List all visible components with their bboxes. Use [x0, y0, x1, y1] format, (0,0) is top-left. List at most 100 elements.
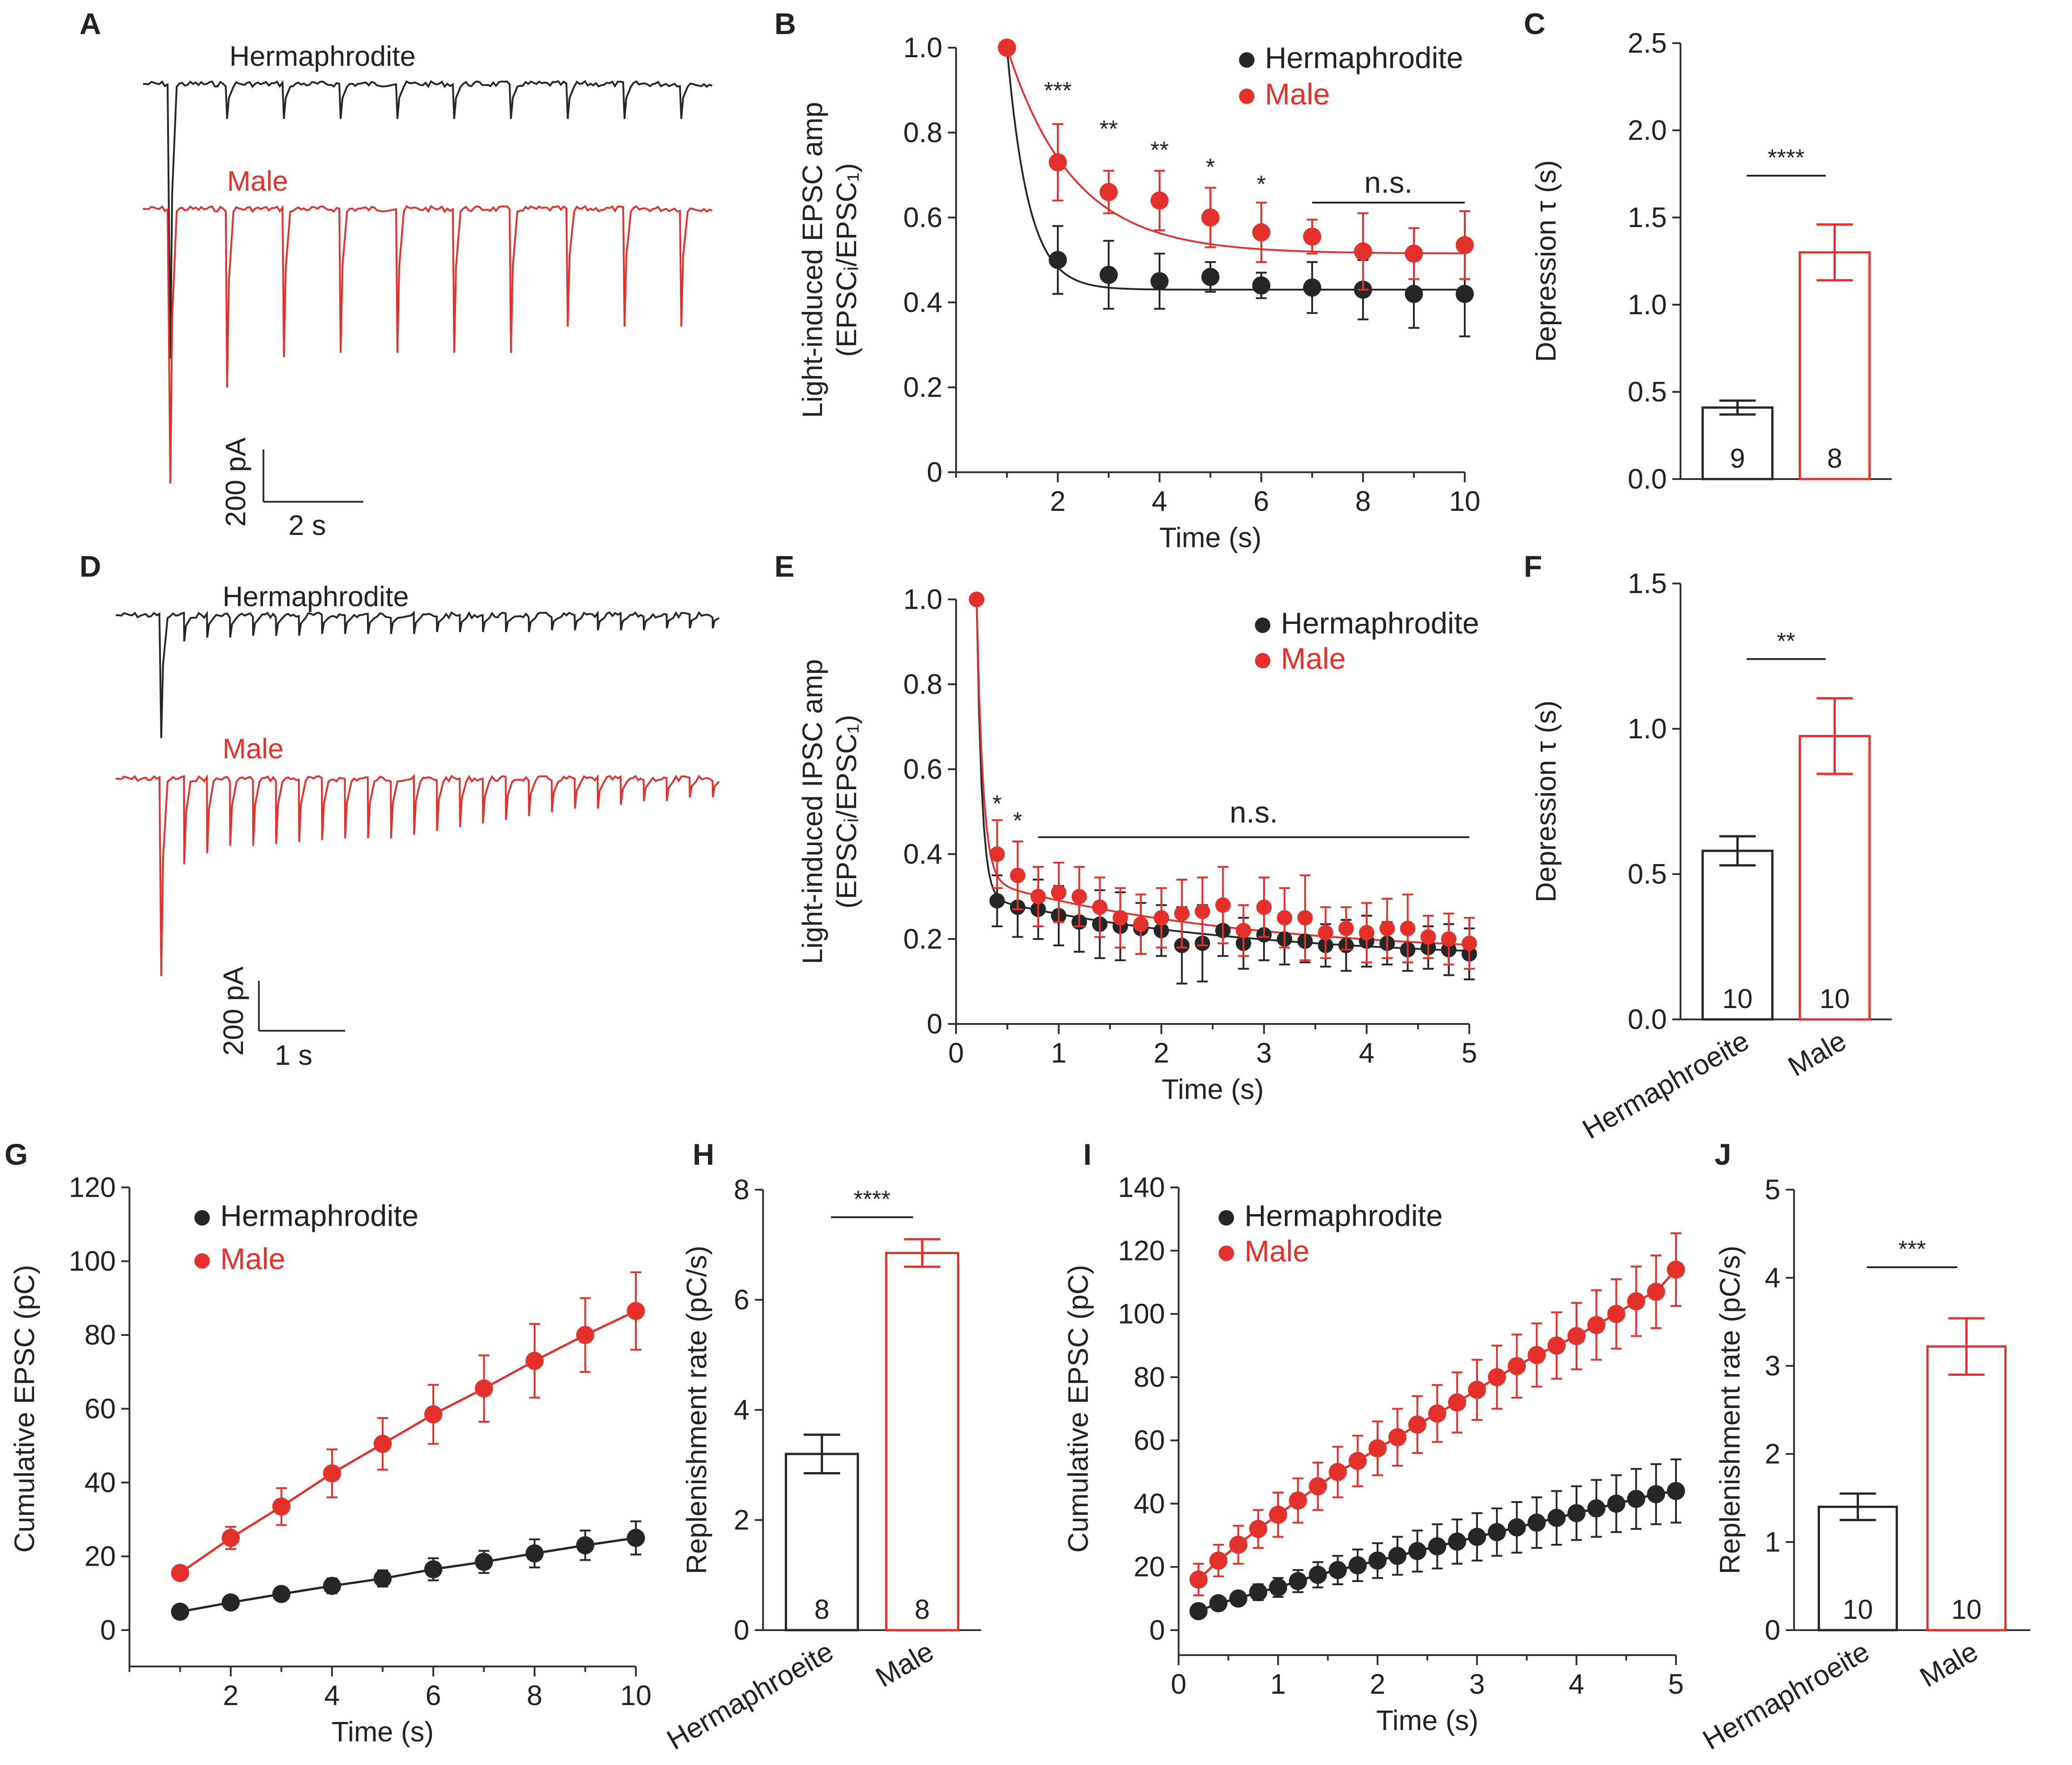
- panel-letter-e: E: [774, 549, 794, 583]
- data-point: [1309, 1566, 1327, 1584]
- data-point: [1428, 1537, 1447, 1556]
- data-point: [1388, 1428, 1407, 1447]
- y-tick-label: 6: [734, 1285, 749, 1316]
- panel-letter-c: C: [1524, 7, 1546, 40]
- x-axis-title: Time (s): [332, 1716, 434, 1748]
- data-point: [1627, 1489, 1646, 1508]
- chart-h: 0 2 4 6 8 Replenishment rate (pC/s) 8 Hermaphro…: [662, 1174, 981, 1756]
- fit-curve-herm: [1006, 47, 1465, 291]
- data-point: [1328, 1463, 1347, 1481]
- y-tick-label: 0.5: [1628, 376, 1667, 408]
- x-tick-label: 3: [1256, 1038, 1272, 1069]
- data-point: [1368, 1439, 1387, 1458]
- data-point: [1627, 1292, 1646, 1310]
- y-tick-label: 0.4: [903, 287, 942, 318]
- data-point: [1150, 272, 1169, 291]
- data-point: [1379, 920, 1395, 936]
- scalebar-d-y-label: 200 pA: [218, 966, 249, 1056]
- data-point: [272, 1497, 291, 1516]
- y-tick-label: 100: [1118, 1299, 1165, 1330]
- legend-marker-herm: [1219, 1210, 1234, 1226]
- significance-marker: ***: [1044, 78, 1072, 104]
- x-tick-label: 2: [1370, 1669, 1385, 1700]
- data-point: [1195, 904, 1210, 920]
- panel-letter-h: H: [693, 1137, 714, 1171]
- y-tick-label: 100: [69, 1246, 116, 1277]
- chart-f: 0.0 0.5 1.0 1.5 Depression τ (s) 10 Hermaphroe…: [1531, 568, 1892, 1145]
- data-point: [1289, 1491, 1307, 1510]
- y-tick-label: 0.0: [1628, 464, 1667, 495]
- trace-label-a-herm: Hermaphrodite: [229, 41, 416, 72]
- x-tick-label: 2: [1050, 486, 1066, 517]
- data-point: [1269, 1505, 1287, 1524]
- bar-group-herm: 9: [1701, 399, 1774, 480]
- data-point: [1441, 931, 1457, 947]
- bar-group-male: 10 Male: [1783, 697, 1871, 1083]
- bar: [1799, 735, 1871, 1021]
- data-point: [1201, 208, 1219, 227]
- significance-marker: *: [1206, 154, 1215, 181]
- trace-label-d-herm: Hermaphrodite: [223, 581, 409, 613]
- sample-size-label: 8: [915, 1594, 930, 1625]
- data-point: [989, 846, 1005, 862]
- x-tick-label: 4: [1359, 1038, 1374, 1069]
- y-tick-label: 80: [1134, 1362, 1165, 1393]
- data-point: [1249, 1583, 1268, 1602]
- chart-c: 0.0 0.5 1.0 1.5 2.0 2.5 Depression τ (s) 9 8 ****: [1531, 28, 1892, 495]
- trace-label-a-male: Male: [227, 166, 288, 197]
- data-point: [424, 1405, 442, 1424]
- x-tick-label: Male: [871, 1636, 939, 1693]
- y-tick-label: 0.0: [1628, 1004, 1667, 1035]
- legend-marker-male: [1219, 1246, 1234, 1261]
- y-tick-label: 20: [84, 1541, 116, 1572]
- y-tick-label: 0.2: [903, 924, 942, 955]
- y-tick-label: 140: [1118, 1172, 1165, 1203]
- panel-letter-b: B: [774, 7, 796, 40]
- y-tick-label: 2: [1765, 1439, 1780, 1470]
- data-point: [1448, 1393, 1467, 1412]
- series-male: [171, 1271, 645, 1582]
- y-tick-label: 0: [927, 457, 942, 488]
- y-tick-label: 1.5: [1628, 202, 1667, 233]
- data-point: [1249, 1520, 1268, 1538]
- data-point: [627, 1302, 645, 1320]
- x-tick-label: 1: [1270, 1669, 1286, 1700]
- chart-j: 0 1 2 3 4 5 Replenishment rate (pC/s) 10 Hermaph…: [1698, 1174, 2030, 1756]
- data-point: [998, 39, 1016, 57]
- data-point: [1269, 1578, 1287, 1597]
- data-point: [1667, 1261, 1685, 1279]
- bar: [885, 1251, 960, 1632]
- x-tick-label: 8: [527, 1680, 542, 1711]
- series-line: [179, 1310, 637, 1574]
- data-point: [1252, 276, 1270, 295]
- data-point: [1049, 251, 1067, 269]
- data-point: [1448, 1533, 1467, 1551]
- data-point: [1507, 1518, 1526, 1537]
- legend-marker-herm: [1239, 52, 1254, 68]
- x-tick-label: 0: [1171, 1669, 1186, 1700]
- data-point: [1405, 285, 1423, 303]
- chart-e: 0 0.2 0.4 0.6 0.8 1.0 0 1 2 3 4 5 Time (s) Light-indu…: [797, 584, 1479, 1105]
- y-axis-title: Cumulative EPSC (pC): [9, 1265, 40, 1553]
- y-axis-title: Light-induced EPSC amp: [797, 102, 828, 418]
- significance-marker: *: [992, 791, 1001, 817]
- legend-marker-male: [1239, 89, 1254, 104]
- data-point: [1547, 1508, 1566, 1527]
- sample-size-label: 10: [1722, 984, 1753, 1014]
- significance-label: ***: [1899, 1236, 1926, 1263]
- data-point: [1209, 1551, 1228, 1570]
- data-point: [1405, 244, 1423, 263]
- ns-label: n.s.: [1229, 796, 1278, 829]
- data-point: [1667, 1482, 1685, 1500]
- data-point: [1189, 1570, 1208, 1589]
- trace-male-line: [115, 774, 720, 976]
- sample-size-label: 8: [814, 1594, 829, 1625]
- data-point: [1607, 1305, 1626, 1323]
- data-point: [1408, 1415, 1427, 1434]
- significance-label: ****: [1768, 145, 1804, 171]
- x-axis-title: Time (s): [1160, 522, 1262, 554]
- y-tick-label: 0.8: [903, 117, 942, 148]
- y-tick-label: 0.6: [903, 754, 942, 785]
